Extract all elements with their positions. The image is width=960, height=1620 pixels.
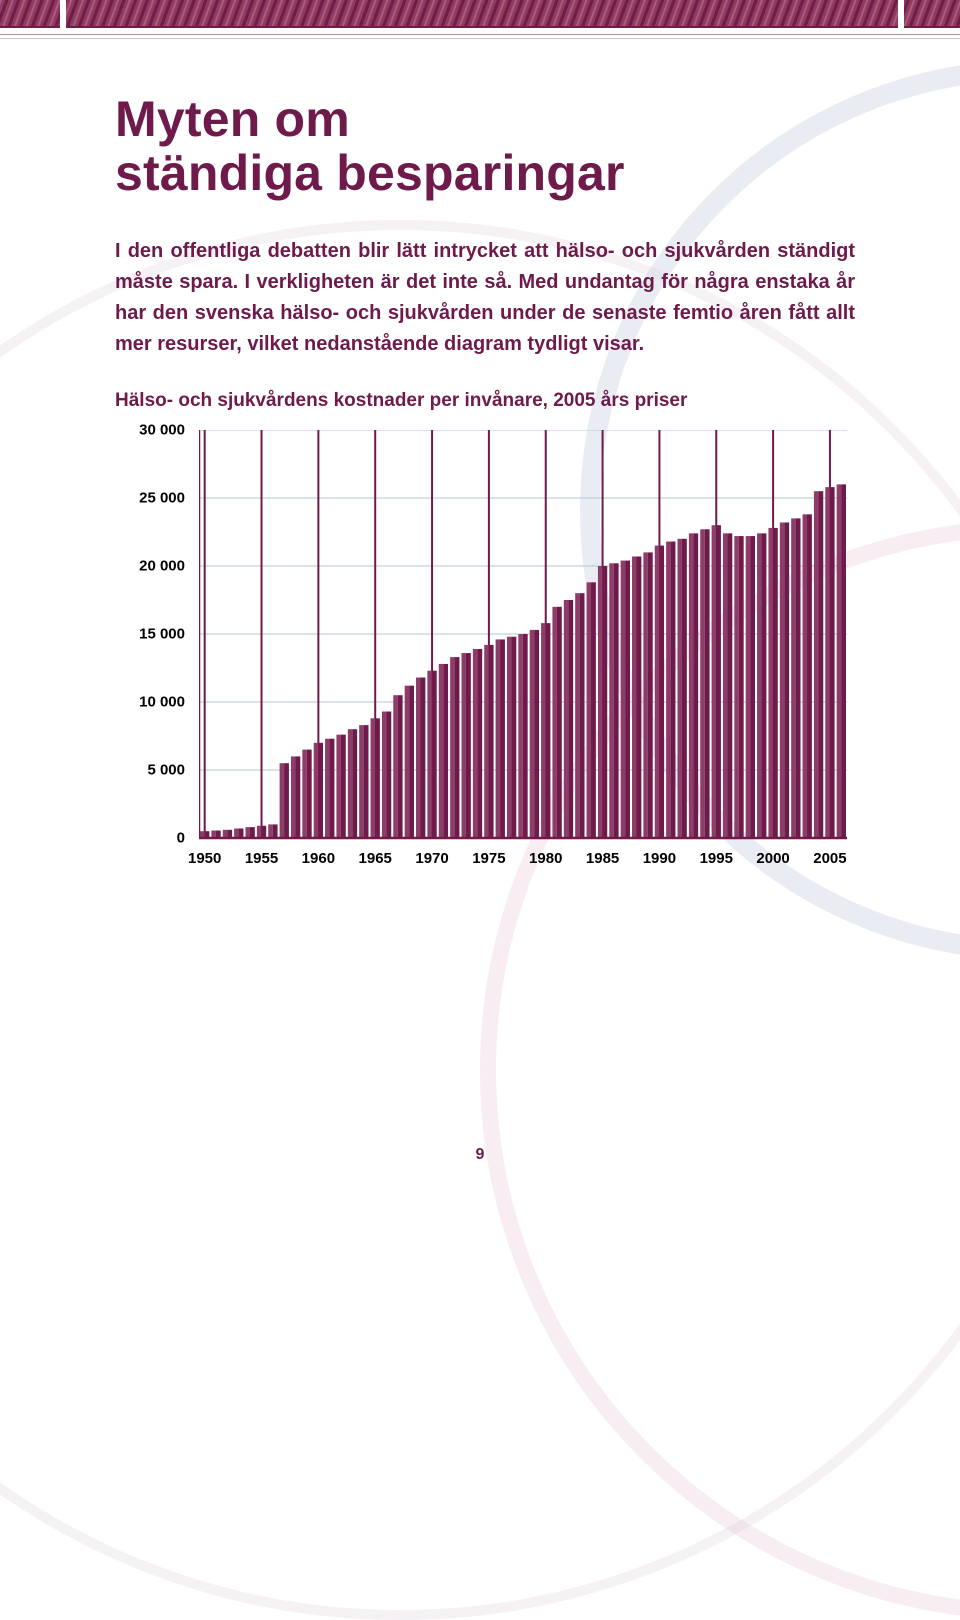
chart-x-tick-label: 1995 (700, 850, 733, 867)
chart-x-tick-label: 1960 (302, 850, 335, 867)
chart-y-tick-label: 20 000 (111, 558, 185, 575)
decorative-band-gap (898, 0, 904, 28)
chart-y-tick-label: 30 000 (111, 422, 185, 439)
decorative-band-gap (60, 0, 66, 28)
chart-y-tick-label: 25 000 (111, 490, 185, 507)
chart-x-tick-label: 1965 (359, 850, 392, 867)
chart-plot-area (199, 430, 847, 842)
chart-y-axis-labels: 05 00010 00015 00020 00025 00030 000 (111, 430, 191, 838)
chart-x-tick-label: 1990 (643, 850, 676, 867)
cost-per-capita-chart: 05 00010 00015 00020 00025 00030 000 195… (111, 430, 861, 878)
chart-x-tick-label: 1985 (586, 850, 619, 867)
decorative-rule (0, 38, 960, 39)
chart-y-tick-label: 10 000 (111, 694, 185, 711)
chart-title: Hälso- och sjukvårdens kostnader per inv… (115, 390, 855, 412)
chart-y-tick-label: 15 000 (111, 626, 185, 643)
chart-x-tick-label: 1980 (529, 850, 562, 867)
chart-x-tick-label: 1970 (415, 850, 448, 867)
chart-x-tick-label: 2000 (756, 850, 789, 867)
chart-x-tick-label: 2005 (813, 850, 846, 867)
chart-x-tick-label: 1955 (245, 850, 278, 867)
decorative-top-band (0, 0, 960, 28)
chart-y-tick-label: 5 000 (111, 762, 185, 779)
page-content: Myten omständiga besparingar I den offen… (115, 92, 855, 878)
chart-x-tick-label: 1975 (472, 850, 505, 867)
page-title: Myten omständiga besparingar (115, 92, 855, 200)
decorative-rule (0, 34, 960, 35)
page-number: 9 (0, 1146, 960, 1164)
chart-x-tick-label: 1950 (188, 850, 221, 867)
chart-y-tick-label: 0 (111, 830, 185, 847)
lead-paragraph: I den offentliga debatten blir lätt intr… (115, 236, 855, 360)
